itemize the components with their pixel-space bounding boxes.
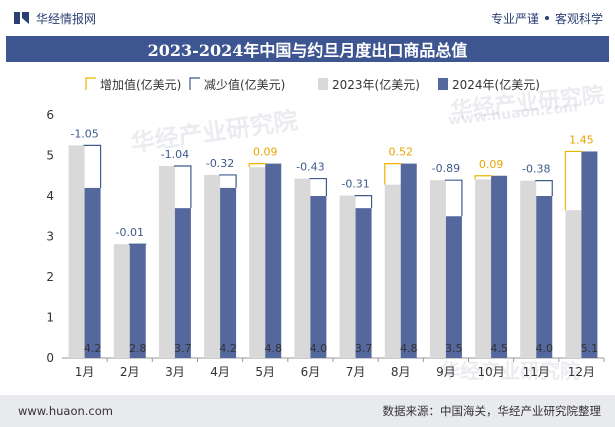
- bar-2023: [339, 195, 356, 358]
- legend-swatch: [85, 77, 96, 90]
- bar-2023: [429, 180, 446, 358]
- value-label: 3.7: [355, 342, 373, 355]
- change-label: 0.09: [479, 158, 504, 171]
- change-label: -1.04: [161, 148, 189, 161]
- bar-2024: [491, 175, 508, 358]
- brand-name: 华经情报网: [36, 11, 97, 26]
- bar-2023: [113, 244, 130, 358]
- tagline-right: 客观科学: [554, 11, 603, 26]
- bar-2024: [84, 187, 101, 358]
- change-label: -0.31: [341, 178, 369, 191]
- value-label: 4.8: [400, 342, 418, 355]
- x-tick-label: 10月: [477, 365, 504, 379]
- bar-2024: [445, 216, 462, 358]
- x-tick-label: 7月: [346, 365, 366, 379]
- bar-2023: [294, 178, 311, 358]
- tagline: 专业严谨 客观科学: [491, 10, 603, 27]
- bar-2023: [384, 184, 401, 358]
- increase-bracket: [564, 150, 583, 211]
- y-tick-label: 5: [46, 149, 54, 163]
- bar-chart: 增加值(亿美元) 减少值(亿美元) 2023年(亿美元) 2024年(亿美元) 0 1 2 3…: [46, 77, 605, 379]
- decrease-bracket: [354, 194, 373, 209]
- x-tick-label: 11月: [523, 365, 550, 379]
- bar-2024: [265, 163, 282, 358]
- decrease-bracket: [83, 144, 102, 188]
- y-tick-label: 4: [46, 189, 54, 203]
- increase-bracket: [248, 163, 267, 168]
- x-tick-label: 9月: [436, 365, 456, 379]
- legend-label: 2023年(亿美元): [332, 77, 420, 92]
- value-label: 4.2: [84, 342, 102, 355]
- x-tick-label: 1月: [75, 365, 95, 379]
- value-label: 5.1: [581, 342, 599, 355]
- decrease-bracket: [309, 177, 328, 196]
- bar-2023: [158, 166, 175, 358]
- bar-2024: [129, 244, 146, 358]
- y-tick-label: 2: [46, 270, 54, 284]
- chart-title: 2023-2024年中国与约旦月度出口商品总值: [6, 36, 609, 62]
- bar-2023: [204, 174, 221, 358]
- footer-source: 数据来源：中国海关，华经产业研究院整理: [382, 404, 602, 418]
- bar-2024: [220, 187, 237, 358]
- footer-website: www.huaon.com: [18, 404, 113, 418]
- bar-2024: [355, 208, 372, 358]
- bar-2023: [565, 210, 582, 358]
- x-tick-label: 5月: [255, 365, 275, 379]
- x-tick-label: 8月: [391, 365, 411, 379]
- bar-2024: [174, 208, 191, 358]
- change-label: -0.01: [116, 226, 144, 239]
- tagline-left: 专业严谨: [490, 11, 539, 26]
- value-label: 3.7: [174, 342, 192, 355]
- legend-swatch: [438, 78, 448, 90]
- value-label: 2.8: [129, 342, 147, 355]
- legend-label: 减少值(亿美元): [204, 77, 285, 92]
- change-label: -1.05: [70, 127, 98, 140]
- decrease-bracket: [219, 174, 237, 188]
- value-label: 3.5: [445, 342, 463, 355]
- legend-swatch: [318, 78, 328, 90]
- brand-logo-icon: [14, 12, 29, 24]
- change-label: -0.38: [522, 163, 550, 176]
- brand: 华经情报网: [14, 10, 96, 27]
- change-label: -0.43: [296, 161, 324, 174]
- change-label: -0.32: [206, 157, 234, 170]
- value-label: 4.5: [490, 342, 508, 355]
- value-label: 4.0: [536, 342, 554, 355]
- change-label: -0.89: [432, 162, 460, 175]
- x-tick-label: 2月: [120, 365, 140, 379]
- y-tick-label: 1: [46, 311, 54, 325]
- y-tick-label: 6: [46, 108, 54, 122]
- separator-dot: [544, 16, 549, 20]
- top-bar: 华经情报网 专业严谨 客观科学: [0, 0, 615, 36]
- legend-label: 2024年(亿美元): [452, 77, 540, 92]
- value-label: 4.2: [219, 342, 237, 355]
- change-label: 1.45: [569, 133, 594, 146]
- decrease-bracket: [535, 180, 553, 196]
- change-label: 0.09: [253, 146, 278, 159]
- y-tick-label: 0: [46, 351, 54, 365]
- legend-swatch: [189, 77, 200, 90]
- increase-bracket: [384, 163, 402, 185]
- value-label: 4.8: [265, 342, 283, 355]
- bar-2023: [68, 145, 85, 358]
- y-tick-label: 3: [46, 230, 54, 244]
- x-tick-label: 12月: [568, 365, 595, 379]
- bar-2023: [520, 180, 537, 358]
- bar-2023: [249, 167, 266, 358]
- decrease-bracket: [173, 165, 192, 209]
- bar-2024: [536, 196, 553, 358]
- change-label: 0.52: [389, 146, 414, 159]
- bar-2024: [400, 163, 417, 358]
- x-tick-label: 3月: [165, 365, 185, 379]
- decrease-bracket: [444, 179, 463, 217]
- footer: www.huaon.com 数据来源：中国海关，华经产业研究院整理: [0, 395, 615, 427]
- bar-2023: [475, 179, 492, 358]
- value-label: 4.0: [310, 342, 328, 355]
- x-tick-label: 6月: [301, 365, 321, 379]
- legend-label: 增加值(亿美元): [100, 77, 181, 92]
- increase-bracket: [474, 175, 493, 180]
- bar-2024: [310, 196, 327, 358]
- x-tick-label: 4月: [210, 365, 230, 379]
- bar-2024: [581, 151, 598, 358]
